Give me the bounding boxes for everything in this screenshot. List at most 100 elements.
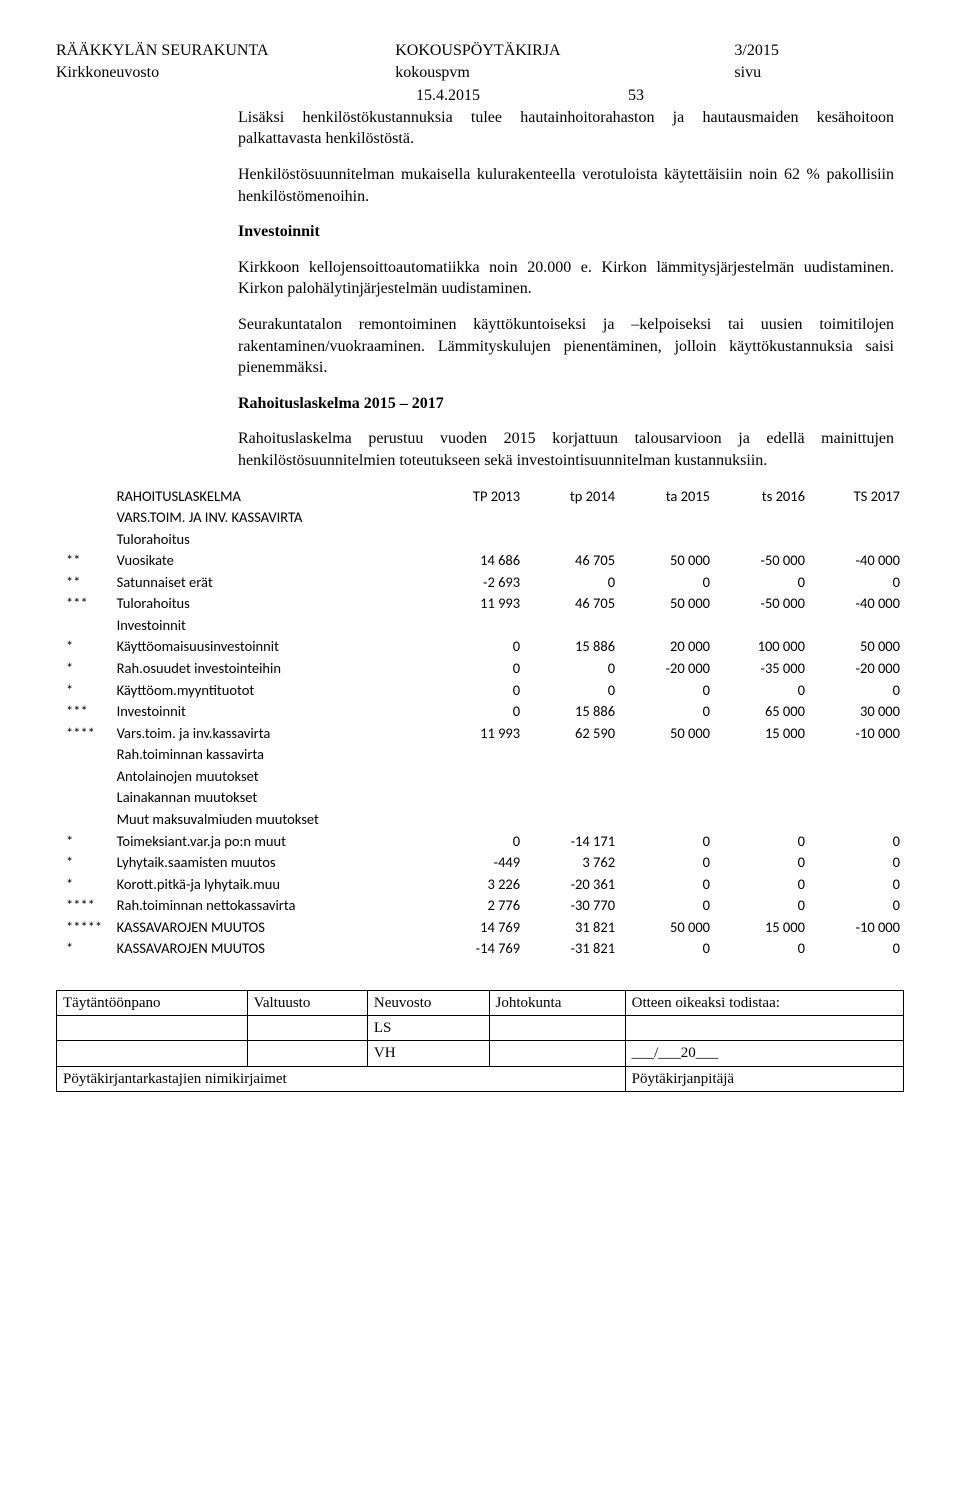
cell-stars: * [62, 938, 113, 960]
doc-header-row2: Kirkkoneuvosto kokouspvm sivu [56, 62, 904, 84]
footer-row3: VH ___/___20___ [57, 1041, 904, 1066]
cell-value [429, 809, 524, 831]
header-date: 15.4.2015 [416, 85, 480, 107]
cell-label: Satunnaiset erät [113, 572, 430, 594]
table-row: *****KASSAVAROJEN MUUTOS14 76931 82150 0… [62, 917, 904, 939]
cell-value: 0 [524, 658, 619, 680]
cell-label: Tulorahoitus [113, 529, 430, 551]
cell-value: 100 000 [714, 636, 809, 658]
cell-label: Käyttöomaisuusinvestoinnit [113, 636, 430, 658]
cell-label: Investoinnit [113, 701, 430, 723]
col-tp2014: tp 2014 [524, 486, 619, 508]
cell-value: 62 590 [524, 723, 619, 745]
cell-value: 3 762 [524, 852, 619, 874]
cell-value [714, 529, 809, 551]
cell-stars [62, 529, 113, 551]
cell-label: KASSAVAROJEN MUUTOS [113, 938, 430, 960]
cell-value: 0 [809, 874, 904, 896]
cell-stars [62, 766, 113, 788]
table-row: VARS.TOIM. JA INV. KASSAVIRTA [62, 507, 904, 529]
cell-value [429, 615, 524, 637]
cell-stars: * [62, 874, 113, 896]
cell-value [524, 766, 619, 788]
cell-value: 0 [714, 895, 809, 917]
table-row: *Lyhytaik.saamisten muutos-4493 762000 [62, 852, 904, 874]
cell-label: Investoinnit [113, 615, 430, 637]
cell-stars: ** [62, 572, 113, 594]
table-row: *Korott.pitkä-ja lyhytaik.muu3 226-20 36… [62, 874, 904, 896]
cell-stars: * [62, 831, 113, 853]
cell-value [619, 766, 714, 788]
heading-rahoituslaskelma: Rahoituslaskelma 2015 – 2017 [238, 393, 894, 415]
header-page: 53 [628, 85, 644, 107]
cell-label: Rah.osuudet investointeihin [113, 658, 430, 680]
footer-table-wrap: Täytäntöönpano Valtuusto Neuvosto Johtok… [56, 990, 904, 1092]
cell-value [809, 787, 904, 809]
cell-stars [62, 787, 113, 809]
footer-bottom-left: Pöytäkirjantarkastajien nimikirjaimet [57, 1066, 626, 1091]
footer-table: Täytäntöönpano Valtuusto Neuvosto Johtok… [56, 990, 904, 1092]
col-ts2016: ts 2016 [714, 486, 809, 508]
para-4: Seurakuntatalon remontoiminen käyttökunt… [238, 314, 894, 379]
cell-value [809, 529, 904, 551]
table-row: Muut maksuvalmiuden muutokset [62, 809, 904, 831]
cell-value: -2 693 [429, 572, 524, 594]
cell-label: VARS.TOIM. JA INV. KASSAVIRTA [113, 507, 430, 529]
cell-value: 14 686 [429, 550, 524, 572]
cell-value: -20 361 [524, 874, 619, 896]
footer-r3c1 [57, 1041, 248, 1066]
table-row: *Käyttöomaisuusinvestoinnit015 88620 000… [62, 636, 904, 658]
doc-header-row1: RÄÄKKYLÄN SEURAKUNTA KOKOUSPÖYTÄKIRJA 3/… [56, 40, 904, 62]
footer-r2c4 [489, 1016, 625, 1041]
cell-value: -10 000 [809, 723, 904, 745]
cell-value [714, 507, 809, 529]
cell-value [524, 507, 619, 529]
cell-value: 0 [524, 680, 619, 702]
para-2: Henkilöstösuunnitelman mukaisella kulura… [238, 164, 894, 207]
cell-value: 0 [809, 680, 904, 702]
footer-r2c2 [247, 1016, 367, 1041]
header-sub-doc: kokouspvm [395, 62, 734, 84]
cell-value [429, 744, 524, 766]
cell-value: -20 000 [809, 658, 904, 680]
table-row: Rah.toiminnan kassavirta [62, 744, 904, 766]
cell-label: KASSAVAROJEN MUUTOS [113, 917, 430, 939]
cell-value: 0 [619, 680, 714, 702]
cell-value [619, 787, 714, 809]
cell-value [809, 766, 904, 788]
cell-label: Korott.pitkä-ja lyhytaik.muu [113, 874, 430, 896]
cell-value: 65 000 [714, 701, 809, 723]
cell-value: 0 [619, 572, 714, 594]
cell-stars: **** [62, 895, 113, 917]
cell-value: 0 [714, 874, 809, 896]
cell-stars [62, 507, 113, 529]
cell-value: 50 000 [619, 593, 714, 615]
footer-r3c2 [247, 1041, 367, 1066]
footer-r3c3: VH [367, 1041, 489, 1066]
cell-value: -50 000 [714, 593, 809, 615]
doc-date-line: 15.4.2015 53 [56, 85, 904, 107]
cell-label: Tulorahoitus [113, 593, 430, 615]
cell-value: 0 [619, 895, 714, 917]
cell-value: 15 886 [524, 636, 619, 658]
cell-value: 50 000 [809, 636, 904, 658]
cell-value [619, 809, 714, 831]
cell-value [524, 529, 619, 551]
header-org: RÄÄKKYLÄN SEURAKUNTA [56, 40, 395, 62]
cell-stars: * [62, 658, 113, 680]
cell-stars: *** [62, 701, 113, 723]
cell-value [524, 787, 619, 809]
cell-label: Rah.toiminnan kassavirta [113, 744, 430, 766]
cell-value [429, 766, 524, 788]
cell-value: 46 705 [524, 550, 619, 572]
table-header-row: RAHOITUSLASKELMA TP 2013 tp 2014 ta 2015… [62, 486, 904, 508]
table-row: ***Investoinnit015 886065 00030 000 [62, 701, 904, 723]
cell-value: -14 769 [429, 938, 524, 960]
para-3: Kirkkoon kellojensoittoautomatiikka noin… [238, 257, 894, 300]
cell-value: 15 886 [524, 701, 619, 723]
footer-row1: Täytäntöönpano Valtuusto Neuvosto Johtok… [57, 990, 904, 1015]
cell-value [429, 507, 524, 529]
cell-value: 0 [619, 852, 714, 874]
cell-value: 0 [714, 572, 809, 594]
cell-value: 31 821 [524, 917, 619, 939]
